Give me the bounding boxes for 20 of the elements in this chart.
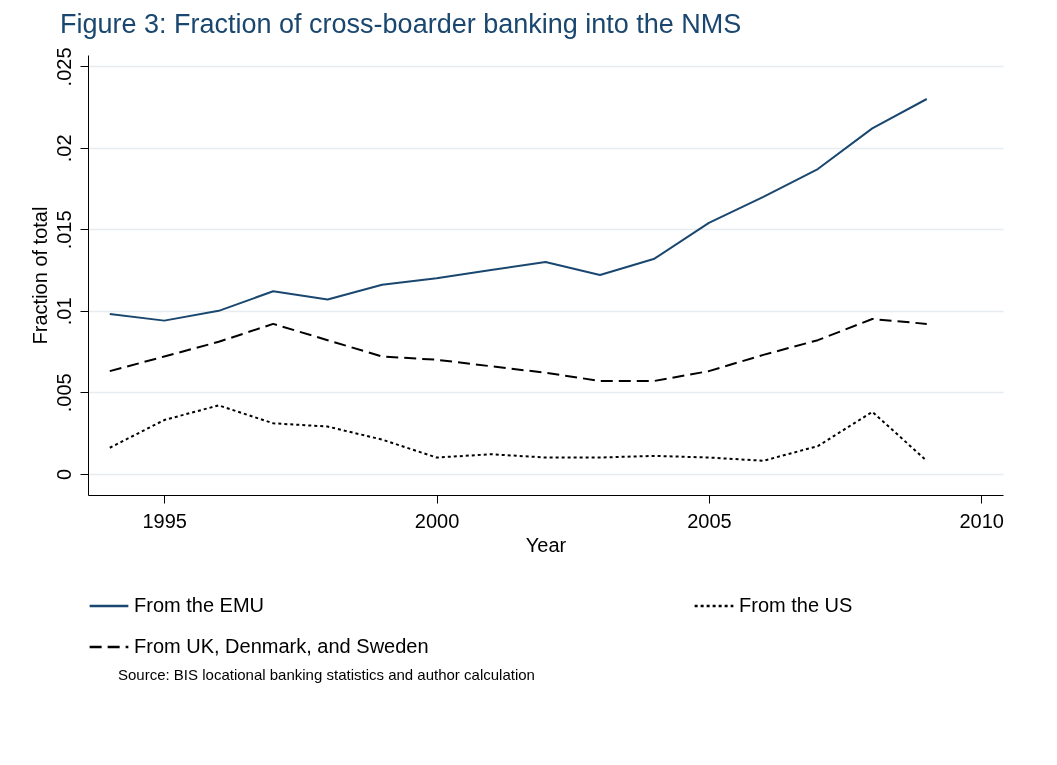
y-tick-label: 0 bbox=[52, 468, 75, 480]
y-tick-label: .01 bbox=[52, 297, 75, 326]
line-series bbox=[108, 318, 928, 382]
legend-label: From UK, Denmark, and Sweden bbox=[134, 635, 429, 657]
y-tick-label: .015 bbox=[52, 210, 75, 250]
line-series bbox=[108, 98, 928, 322]
x-axis-title: Year bbox=[525, 533, 567, 556]
x-tick-label: 2010 bbox=[959, 509, 1004, 532]
y-tick-label: .025 bbox=[52, 47, 75, 87]
x-tick-label: 2005 bbox=[687, 509, 732, 532]
line-series bbox=[108, 404, 928, 462]
y-tick-label: .005 bbox=[52, 373, 75, 413]
legend-label: From the EMU bbox=[134, 594, 265, 616]
y-axis-title: Fraction of total bbox=[28, 206, 51, 345]
x-tick-label: 1995 bbox=[142, 509, 187, 532]
x-tick-label: 2000 bbox=[414, 509, 460, 532]
source-note: Source: BIS locational banking statistics and author calculation bbox=[118, 666, 536, 683]
legend-label: From the US bbox=[739, 594, 853, 616]
chart-title: Figure 3: Fraction of cross-boarder banking into the NMS bbox=[60, 8, 742, 39]
y-tick-label: .02 bbox=[52, 134, 75, 163]
